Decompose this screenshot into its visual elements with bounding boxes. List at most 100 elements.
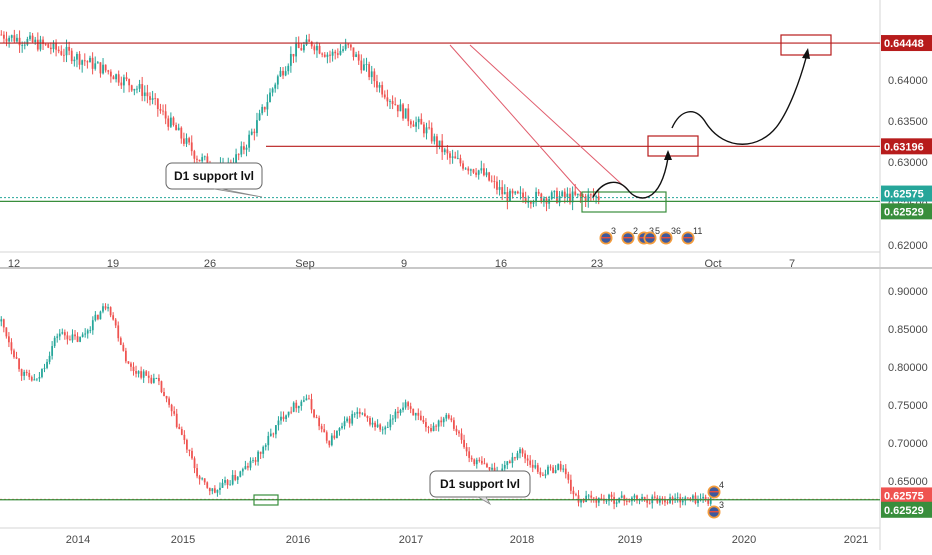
candle-body [373, 71, 375, 81]
candle-body [128, 79, 130, 85]
candle-body [363, 64, 365, 70]
bottom-price-axis[interactable]: 0.900000.850000.800000.750000.700000.650… [888, 286, 928, 488]
candle-body [133, 89, 135, 90]
projection-path-2[interactable] [672, 58, 806, 144]
bottom-candles-series [0, 303, 711, 509]
candle-body [449, 153, 451, 158]
candle-body [339, 428, 341, 431]
candle-body [37, 40, 39, 50]
candle-body [360, 61, 362, 71]
candle-body [141, 84, 143, 96]
candle-body [580, 500, 582, 503]
callout-pointer-bottom [478, 497, 490, 504]
candle-body [415, 122, 417, 126]
candle-body [244, 466, 246, 469]
candle-body [493, 181, 495, 182]
price-label-resistance: 0.64448 [884, 38, 924, 50]
candle-body [333, 436, 335, 439]
candle-body [621, 496, 623, 498]
x-tick-label: 2018 [510, 534, 534, 546]
candle-body [285, 415, 287, 419]
candle-body [431, 128, 433, 142]
candle-body [514, 192, 516, 194]
candle-body [707, 500, 709, 504]
candle-body [397, 105, 399, 111]
top-drawings[interactable]: D1 support lvl [166, 35, 831, 212]
candle-body [287, 66, 289, 71]
top-candles-series [0, 30, 599, 211]
candle-body [201, 478, 203, 479]
candle-body [542, 475, 544, 476]
candle-body [191, 142, 193, 151]
candle-body [561, 192, 563, 197]
candle-body [300, 48, 302, 50]
candle-body [435, 426, 437, 427]
candle-body [239, 471, 241, 476]
candle-body [376, 81, 378, 87]
candle-body [473, 459, 475, 464]
candle-body [176, 414, 178, 427]
candle-body [186, 138, 188, 144]
candle-body [139, 84, 141, 89]
candle-body [511, 457, 513, 463]
candle-body [261, 107, 263, 113]
candle-body [131, 85, 133, 90]
candle-body [211, 488, 213, 491]
candle-body [562, 469, 564, 470]
channel-upper-line[interactable] [470, 45, 628, 190]
candle-body [392, 101, 394, 104]
candle-body [102, 65, 104, 74]
candle-body [456, 429, 458, 432]
candle-body [36, 379, 38, 380]
candle-body [54, 338, 56, 346]
candle-body [359, 412, 361, 414]
candle-body [535, 192, 537, 202]
candle-body [358, 54, 360, 60]
y-tick-label: 0.63000 [888, 157, 928, 169]
candle-body [270, 434, 272, 436]
candle-body [283, 417, 285, 419]
candle-body [689, 498, 691, 499]
candle-body [146, 93, 148, 97]
candle-body [654, 497, 656, 498]
candle-body [31, 377, 33, 380]
candle-body [318, 418, 320, 426]
candle-body [522, 449, 524, 453]
y-tick-label: 0.75000 [888, 400, 928, 412]
candle-body [481, 461, 483, 464]
candle-body [649, 503, 651, 504]
price-label-current: 0.62575 [884, 189, 924, 201]
x-tick-label: 2017 [399, 534, 423, 546]
candle-body [580, 194, 582, 196]
candle-body [420, 416, 422, 420]
channel-lower-line[interactable] [450, 45, 583, 195]
candle-body [152, 98, 154, 100]
y-tick-label: 0.70000 [888, 438, 928, 450]
x-tick-label: 9 [401, 258, 407, 270]
candle-body [321, 426, 323, 429]
candle-body [369, 418, 371, 425]
candle-body [87, 330, 89, 333]
candle-body [418, 119, 420, 122]
price-label-support: 0.62529 [884, 206, 924, 218]
candle-body [267, 436, 269, 445]
candle-body [45, 44, 47, 45]
candle-body [491, 468, 493, 470]
candle-body [278, 421, 280, 426]
candle-body [84, 334, 86, 335]
event-count: 11 [693, 226, 702, 236]
candle-body [81, 60, 83, 65]
flag-stripe [646, 237, 655, 238]
candle-body [40, 40, 42, 50]
candle-body [366, 64, 368, 65]
flag-stripe [662, 237, 671, 238]
candle-body [446, 149, 448, 153]
candle-body [537, 465, 539, 472]
candle-body [470, 169, 472, 170]
callout-pointer-top [214, 189, 262, 197]
